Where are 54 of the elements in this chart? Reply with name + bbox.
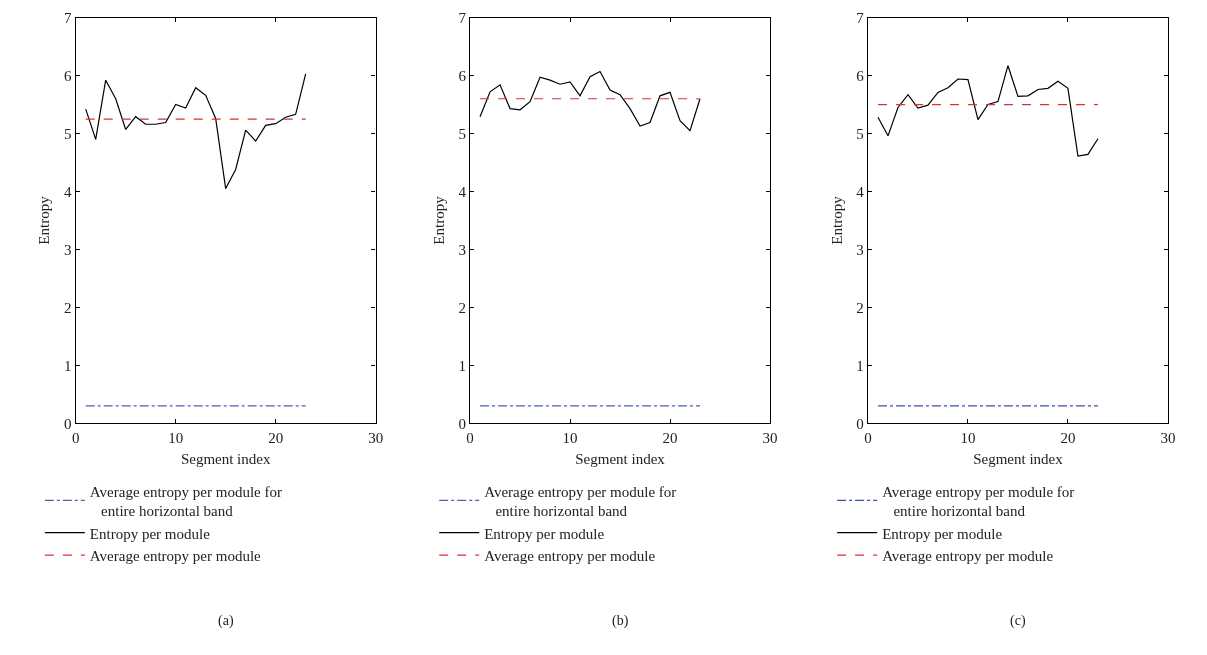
x-tick-label: 20 xyxy=(1060,429,1076,446)
y-tick-label: 3 xyxy=(64,241,72,258)
x-tick-label: 10 xyxy=(562,429,578,446)
y-tick-label: 4 xyxy=(64,183,73,200)
y-tick-label: 3 xyxy=(458,241,466,258)
x-axis-title: Segment index xyxy=(180,450,271,467)
x-tick-label: 10 xyxy=(168,429,184,446)
legend-label: Average entropy per module for entire horizontal band xyxy=(484,483,677,520)
y-tick-label: 1 xyxy=(856,357,864,374)
x-tick-label: 30 xyxy=(1160,429,1176,446)
y-tick-label: 0 xyxy=(458,415,466,432)
y-tick-label: 4 xyxy=(458,183,467,200)
y-tick-label: 4 xyxy=(856,183,865,200)
x-axis-title: Segment index xyxy=(973,450,1064,467)
y-tick-label: 2 xyxy=(856,299,864,316)
legend-label: Entropy per module xyxy=(484,525,605,542)
y-axis-title: Entropy xyxy=(430,195,447,245)
x-tick-label: 30 xyxy=(762,429,778,446)
legend-label: Average entropy per module for entire horizontal band xyxy=(882,483,1075,520)
legend-label: Entropy per module xyxy=(882,525,1003,542)
line-series xyxy=(85,73,307,190)
legend-label: Entropy per module xyxy=(89,525,211,542)
y-tick-label: 5 xyxy=(856,125,864,142)
y-tick-label: 5 xyxy=(458,125,466,142)
y-axis-title: Entropy xyxy=(36,195,53,245)
y-tick-label: 1 xyxy=(458,357,466,374)
x-tick-label: 10 xyxy=(960,429,976,446)
legend-label: Average entropy per module for entire horizontal band xyxy=(89,483,283,520)
y-tick-label: 5 xyxy=(64,125,72,142)
y-tick-label: 1 xyxy=(64,357,72,374)
text: (a) xyxy=(218,613,234,629)
line-series xyxy=(877,65,1099,157)
y-tick-label: 7 xyxy=(64,9,73,26)
x-axis-title: Segment index xyxy=(575,450,666,467)
x-tick-label: 30 xyxy=(368,429,384,446)
y-tick-label: 6 xyxy=(458,67,467,84)
legend-label: Average entropy per module xyxy=(89,548,262,565)
line-series xyxy=(479,70,701,132)
y-tick-label: 2 xyxy=(64,299,72,316)
legend-label: Average entropy per module xyxy=(484,548,656,565)
y-tick-label: 0 xyxy=(64,415,72,432)
y-tick-label: 7 xyxy=(458,9,467,26)
legend-label: Average entropy per module xyxy=(882,548,1054,565)
text: (b) xyxy=(612,613,629,629)
text: (c) xyxy=(1010,613,1026,629)
x-tick-label: 20 xyxy=(268,429,284,446)
y-axis-title: Entropy xyxy=(828,195,845,245)
y-tick-label: 7 xyxy=(856,9,865,26)
y-tick-label: 3 xyxy=(856,241,864,258)
x-tick-label: 20 xyxy=(662,429,678,446)
y-tick-label: 2 xyxy=(458,299,466,316)
y-tick-label: 6 xyxy=(856,67,865,84)
y-tick-label: 0 xyxy=(856,415,864,432)
y-tick-label: 6 xyxy=(64,67,73,84)
